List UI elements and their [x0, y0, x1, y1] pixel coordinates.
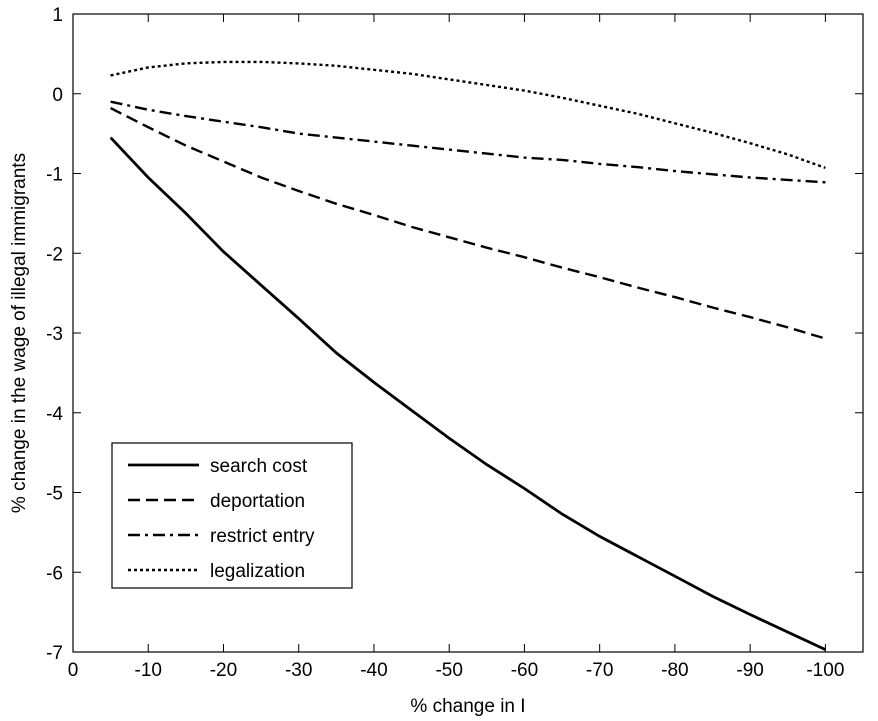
- legend: search cost deportation restrict entry lega…: [111, 442, 353, 589]
- x-tick-label: -80: [661, 660, 688, 681]
- x-tick-label: -20: [210, 660, 237, 681]
- x-tick-label: 0: [68, 660, 79, 681]
- legend-label-restrict-entry: restrict entry: [210, 526, 315, 547]
- x-tick-label: -100: [806, 660, 844, 681]
- x-axis-label: % change in I: [410, 696, 525, 717]
- tick-labels: 0 -10 -20 -30 -40 -50 -60 -70 -80 -90 -100 1 0 -1 -2 -3…: [46, 5, 844, 681]
- y-tick-label: -3: [46, 324, 63, 345]
- y-tick-label: -7: [46, 643, 63, 664]
- y-tick-label: -6: [46, 563, 63, 584]
- series-line-legalization: [110, 60, 826, 170]
- series-line-search-cost: [109, 136, 826, 651]
- y-tick-label: 1: [52, 5, 63, 26]
- legend-label-search-cost: search cost: [210, 456, 308, 477]
- y-tick-label: -1: [46, 165, 63, 186]
- x-tick-label: -90: [736, 660, 763, 681]
- y-tick-label: -2: [46, 244, 63, 265]
- y-tick-label: -4: [46, 404, 63, 425]
- legend-box: [111, 442, 353, 589]
- y-axis-label: % change in the wage of illegal immigran…: [9, 153, 30, 513]
- series-line-restrict-entry: [110, 100, 826, 184]
- x-tick-label: -10: [135, 660, 162, 681]
- axis-ticks: [72, 13, 863, 653]
- x-tick-label: -40: [360, 660, 387, 681]
- x-tick-label: -60: [511, 660, 538, 681]
- series-lines: [109, 60, 826, 651]
- x-tick-label: -50: [435, 660, 462, 681]
- x-tick-label: -70: [586, 660, 613, 681]
- x-tick-label: -30: [285, 660, 312, 681]
- series-line-deportation: [110, 107, 826, 340]
- legend-label-legalization: legalization: [210, 561, 305, 582]
- legend-label-deportation: deportation: [210, 491, 305, 512]
- y-tick-label: -5: [46, 484, 63, 505]
- y-tick-label: 0: [52, 85, 63, 106]
